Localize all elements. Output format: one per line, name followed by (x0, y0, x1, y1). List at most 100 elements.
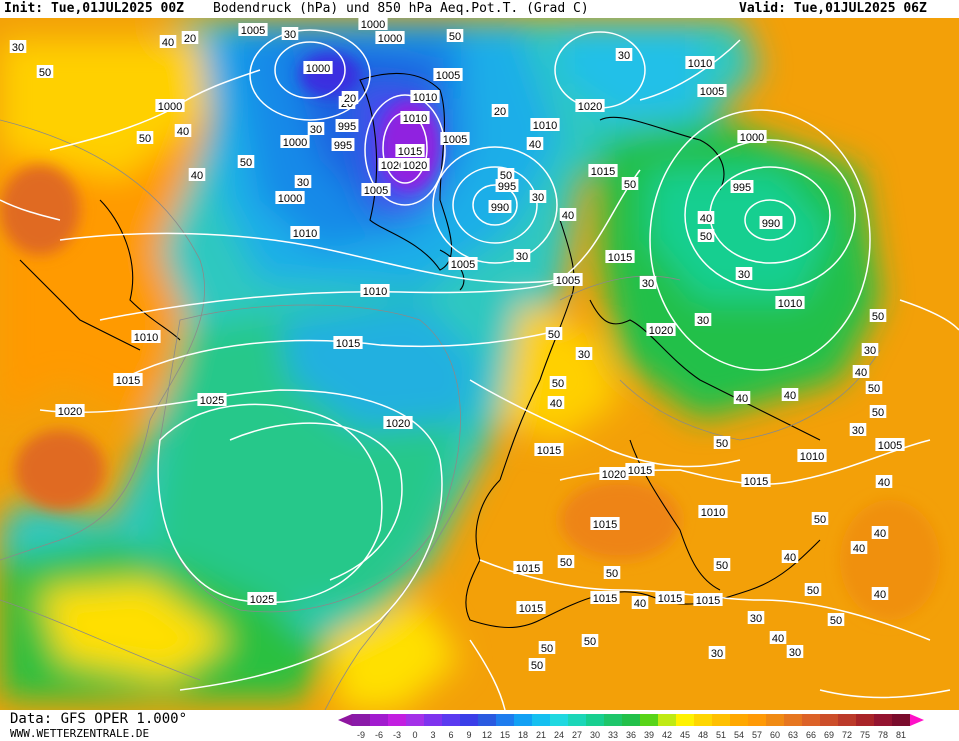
svg-text:1015: 1015 (608, 252, 632, 264)
svg-text:40: 40 (772, 633, 784, 645)
svg-text:30: 30 (789, 647, 801, 659)
svg-text:1010: 1010 (778, 298, 802, 310)
theta-e-label: 50 (557, 555, 575, 569)
theta-e-label: 50 (545, 327, 563, 341)
theta-e-label: 30 (513, 249, 531, 263)
theta-e-label: 30 (307, 122, 325, 136)
svg-text:995: 995 (338, 121, 356, 133)
colorbar-swatch (424, 714, 442, 726)
theta-e-label: 40 (631, 596, 649, 610)
svg-text:40: 40 (855, 367, 867, 379)
theta-e-label: 50 (804, 583, 822, 597)
isobar-label: 1010 (410, 90, 440, 104)
theta-e-labels: 2030504030204050302030504020504050303040… (9, 27, 893, 672)
svg-text:1020: 1020 (403, 160, 427, 172)
theta-e-label: 50 (621, 177, 639, 191)
svg-text:1015: 1015 (516, 563, 540, 575)
theta-e-label: 50 (713, 436, 731, 450)
svg-text:1000: 1000 (283, 137, 307, 149)
colorbar-swatch (874, 714, 892, 726)
colorbar-swatch (496, 714, 514, 726)
map-title: Bodendruck (hPa) und 850 hPa Aeq.Pot.T. … (213, 1, 589, 16)
isobar-label: 1000 (737, 130, 767, 144)
theta-e-label: 50 (36, 65, 54, 79)
svg-text:50: 50 (872, 407, 884, 419)
svg-text:50: 50 (584, 636, 596, 648)
colorbar-tick-label: 72 (842, 730, 852, 740)
isobar-label: 1015 (693, 593, 723, 607)
svg-text:50: 50 (139, 133, 151, 145)
isobar-label: 1015 (655, 591, 685, 605)
isobar-label: 1015 (741, 474, 771, 488)
theta-e-label: 50 (538, 641, 556, 655)
svg-text:990: 990 (762, 218, 780, 230)
isobar-label: 995 (730, 180, 754, 194)
isobar-label: 1005 (553, 273, 583, 287)
colorbar-swatch (370, 714, 388, 726)
svg-text:30: 30 (297, 177, 309, 189)
svg-text:30: 30 (642, 278, 654, 290)
isobar-label: 1025 (247, 592, 277, 606)
svg-text:20: 20 (494, 106, 506, 118)
svg-text:1020: 1020 (386, 418, 410, 430)
colorbar-swatch (442, 714, 460, 726)
svg-text:1020: 1020 (58, 406, 82, 418)
colorbar-swatch (640, 714, 658, 726)
colorbar-swatch (856, 714, 874, 726)
colorbar-tick-label: 24 (554, 730, 564, 740)
isobar-label: 1005 (433, 68, 463, 82)
svg-text:50: 50 (531, 660, 543, 672)
svg-text:1015: 1015 (116, 375, 140, 387)
map-canvas: 1005 1000 1000 1005 1000 1010 1000 995 1010 995 10… (0, 18, 959, 710)
svg-text:40: 40 (874, 589, 886, 601)
colorbar-tick-label: 42 (662, 730, 672, 740)
svg-text:990: 990 (491, 202, 509, 214)
valid-time: Valid: Tue,01JUL2025 06Z (739, 1, 927, 16)
theta-e-label: 30 (861, 343, 879, 357)
theta-e-label: 50 (811, 512, 829, 526)
svg-text:1000: 1000 (361, 19, 385, 31)
colorbar-tick-label: -9 (357, 730, 365, 740)
isobar-label: 1020 (378, 158, 408, 172)
theta-e-label: 50 (869, 405, 887, 419)
svg-text:1000: 1000 (740, 132, 764, 144)
colorbar-swatch (838, 714, 856, 726)
colorbar-tick-label: 39 (644, 730, 654, 740)
colorbar-swatch (388, 714, 406, 726)
colorbar-tick-label: 21 (536, 730, 546, 740)
isobar-label: 1005 (440, 132, 470, 146)
theta-e-label: 50 (697, 229, 715, 243)
svg-text:995: 995 (733, 182, 751, 194)
theta-e-label: 30 (639, 276, 657, 290)
isobar-label: 1005 (697, 84, 727, 98)
svg-text:50: 50 (541, 643, 553, 655)
isobar-label: 1010 (685, 56, 715, 70)
svg-text:30: 30 (711, 648, 723, 660)
isobar-label: 1015 (588, 164, 618, 178)
theta-e-label: 50 (713, 558, 731, 572)
colorbar-swatch (676, 714, 694, 726)
map-footer: Data: GFS OPER 1.000° WWW.WETTERZENTRALE… (0, 710, 959, 741)
svg-text:1005: 1005 (364, 185, 388, 197)
theta-e-label: 20 (181, 31, 199, 45)
svg-text:1015: 1015 (628, 465, 652, 477)
colorbar-swatch (784, 714, 802, 726)
svg-text:1015: 1015 (593, 519, 617, 531)
svg-text:1005: 1005 (700, 86, 724, 98)
svg-text:40: 40 (874, 528, 886, 540)
isobar-label: 1000 (155, 99, 185, 113)
isobar-label: 1020 (599, 467, 629, 481)
svg-text:1020: 1020 (649, 325, 673, 337)
theta-e-label: 30 (575, 347, 593, 361)
svg-text:40: 40 (853, 543, 865, 555)
svg-text:50: 50 (807, 585, 819, 597)
isobar-label: 990 (759, 216, 783, 230)
svg-text:50: 50 (449, 31, 461, 43)
svg-text:1000: 1000 (378, 33, 402, 45)
isobar-label: 1000 (303, 61, 333, 75)
colorbar-swatch (892, 714, 910, 726)
svg-text:1010: 1010 (293, 228, 317, 240)
theta-e-label: 50 (581, 634, 599, 648)
svg-text:1010: 1010 (363, 286, 387, 298)
isobar-label: 990 (488, 200, 512, 214)
